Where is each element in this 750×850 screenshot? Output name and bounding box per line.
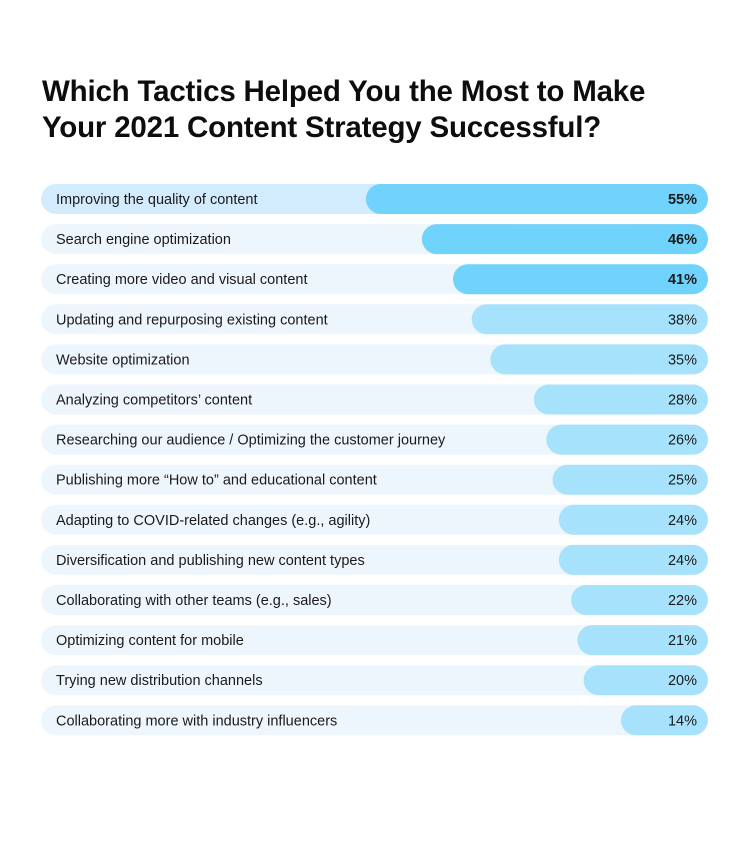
data-label: 41%: [668, 272, 697, 288]
bar-row: Improving the quality of content 55%: [41, 184, 708, 214]
data-label: 22%: [668, 593, 697, 609]
bar: [471, 304, 708, 335]
bar-row: Collaborating more with industry influen…: [41, 705, 708, 736]
bar-track: [41, 705, 708, 736]
category-label: Improving the quality of content: [56, 192, 258, 208]
bar: [620, 705, 708, 736]
data-label: 26%: [668, 433, 697, 449]
category-label: Website optimization: [56, 352, 190, 368]
bar: [421, 224, 708, 255]
bar: [571, 585, 708, 615]
category-label: Collaborating more with industry influen…: [56, 713, 337, 729]
bar: [452, 264, 708, 295]
bar-row: Optimizing content for mobile 21%: [41, 625, 708, 656]
data-label: 20%: [668, 673, 697, 689]
category-label: Adapting to COVID-related changes (e.g.,…: [56, 513, 370, 529]
category-label: Search engine optimization: [56, 232, 231, 248]
data-label: 35%: [668, 352, 697, 368]
bar-track: [41, 464, 708, 495]
category-label: Updating and repurposing existing conten…: [56, 312, 328, 328]
bar-track: [41, 504, 708, 535]
bar: [546, 424, 708, 455]
bar-row: Collaborating with other teams (e.g., sa…: [41, 585, 708, 615]
bar: [552, 464, 708, 495]
bar-track: [41, 585, 708, 615]
bar-row: Website optimization 35%: [41, 344, 708, 375]
bar: [577, 625, 708, 656]
data-label: 28%: [668, 393, 697, 409]
chart-title-line-2: Your 2021 Content Strategy Successful?: [42, 111, 602, 144]
bar-row: Publishing more “How to” and educational…: [41, 464, 708, 495]
category-label: Publishing more “How to” and educational…: [56, 473, 377, 489]
category-label: Diversification and publishing new conte…: [56, 553, 365, 569]
data-label: 46%: [668, 232, 697, 248]
bar-track: [41, 625, 708, 656]
category-label: Optimizing content for mobile: [56, 633, 244, 649]
data-label: 25%: [668, 473, 697, 489]
data-label: 55%: [668, 192, 697, 208]
category-label: Researching our audience / Optimizing th…: [56, 433, 446, 449]
bar: [558, 504, 708, 535]
category-label: Creating more video and visual content: [56, 272, 307, 288]
bar: [583, 665, 708, 696]
data-label: 21%: [668, 633, 697, 649]
bar-track: [41, 544, 708, 575]
bar-row: Diversification and publishing new conte…: [41, 544, 708, 575]
data-label: 24%: [668, 553, 697, 569]
bar-row: Trying new distribution channels 20%: [41, 665, 708, 696]
bar: [365, 184, 708, 214]
bar-track: [41, 665, 708, 696]
bar-row: Analyzing competitors’ content 28%: [41, 384, 708, 415]
data-label: 24%: [668, 513, 697, 529]
category-label: Trying new distribution channels: [56, 673, 263, 689]
category-label: Analyzing competitors’ content: [56, 393, 252, 409]
bar-row: Search engine optimization 46%: [41, 224, 708, 255]
data-label: 38%: [668, 312, 697, 328]
bar: [558, 544, 708, 575]
bar-row: Updating and repurposing existing conten…: [41, 304, 708, 335]
data-label: 14%: [668, 713, 697, 729]
category-label: Collaborating with other teams (e.g., sa…: [56, 593, 332, 609]
bar: [490, 344, 708, 375]
chart-title-line-1: Which Tactics Helped You the Most to Mak…: [42, 75, 646, 108]
bar-track: [41, 424, 708, 455]
bar-row: Researching our audience / Optimizing th…: [41, 424, 708, 455]
bar: [533, 384, 708, 415]
bar-row: Creating more video and visual content 41…: [41, 264, 708, 295]
bar-row: Adapting to COVID-related changes (e.g.,…: [41, 504, 708, 535]
chart-title: Which Tactics Helped You the Most to Mak…: [42, 74, 722, 146]
